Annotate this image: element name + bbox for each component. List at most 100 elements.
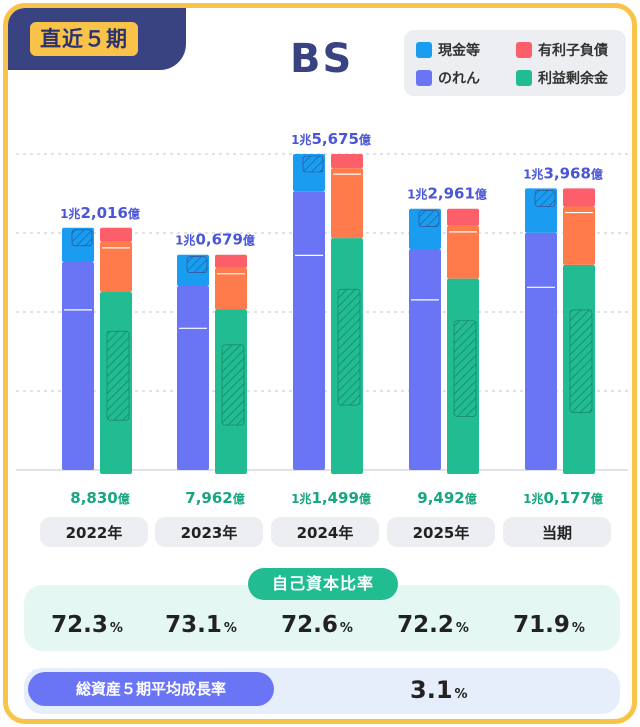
equity-ratio-2022: 72.3% [32,612,142,638]
total-assets-prefix: 1兆 [523,166,543,181]
retained-earnings-label: 7,962億 [185,489,244,507]
legend-swatch-cash [416,42,432,58]
bar-other-liabilities [447,225,479,279]
labels-layer: 1兆2,016億8,830億2022年1兆0,679億7,962億2023年1兆… [40,130,611,547]
retained-earnings-label: 1兆1,499億 [291,489,371,507]
category-label: 2023年 [181,524,238,542]
equity-ratio-2025: 72.2% [378,612,488,638]
retained-earnings-label: 1兆0,177億 [523,489,603,507]
growth-label: 総資産５期平均成長率 [28,672,274,706]
legend-swatch-goodwill [416,70,432,86]
total-assets-label: 1兆2,961億 [407,185,487,203]
category-label: 2022年 [66,524,123,542]
bar-cash-debt-hatch [186,256,208,274]
total-assets-number: 2,961 [427,185,474,203]
legend-swatch-retained [516,70,532,86]
bar-cash-debt-hatch [302,155,324,173]
category-pill [387,517,495,547]
bar-other-liabilities [331,168,363,239]
bar-retained-hatch [337,288,361,406]
equity-ratio-2024: 72.6% [262,612,372,638]
growth-value: 3.1% [410,676,468,704]
total-assets-label: 1兆5,675億 [291,130,371,148]
total-assets-number: 3,968 [543,164,590,182]
legend-label-goodwill: のれん [438,71,480,87]
legend-label-cash: 現金等 [438,43,480,59]
bar-interest-bearing-debt [100,227,132,242]
legend: 現金等 有利子負債 のれん 利益剰余金 [404,30,626,96]
equity-ratio-unit: % [455,621,469,636]
bar-interest-bearing-debt [563,188,595,207]
legend-item-cash: 現金等 [416,40,480,60]
legend-label-debt: 有利子負債 [538,43,608,59]
category-pill [155,517,263,547]
bars-layer [62,154,595,474]
bar-goodwill [177,285,209,470]
bar-retained-hatch [453,320,477,417]
category-label: 2025年 [413,524,470,542]
equity-ratio-unit: % [339,621,353,636]
chart-title: BS [290,36,354,82]
total-assets-prefix: 1兆 [175,233,195,248]
bar-cash-debt-hatch [71,229,93,247]
total-assets-unit: 億 [591,166,603,181]
total-assets-label: 1兆2,016億 [60,204,140,222]
bar-retained-hatch [106,330,130,421]
equity-ratio-value: 72.6 [281,612,338,638]
category-pill [271,517,379,547]
legend-item-debt: 有利子負債 [516,40,608,60]
bar-goodwill [62,262,94,470]
equity-ratio-value: 72.2 [397,612,454,638]
growth-number: 3.1 [410,676,453,704]
retained-number: 8,830 [70,489,117,507]
retained-unit: 億 [233,491,245,506]
total-assets-unit: 億 [128,206,140,221]
equity-ratio-value: 71.9 [513,612,570,638]
total-assets-label: 1兆3,968億 [523,164,603,182]
retained-earnings-label: 8,830億 [70,489,129,507]
period-ribbon: 直近５期 [8,8,186,70]
equity-ratio-unit: % [223,621,237,636]
bar-goodwill [525,232,557,470]
retained-number: 0,177 [543,489,590,507]
retained-unit: 億 [359,491,371,506]
legend-swatch-debt [516,42,532,58]
retained-prefix: 1兆 [291,491,311,506]
retained-unit: 億 [591,491,603,506]
equity-ratio-value: 73.1 [165,612,222,638]
retained-earnings-label: 9,492億 [417,489,476,507]
bs-chart: 1兆2,016億8,830億2022年1兆0,679億7,962億2023年1兆… [16,130,628,547]
equity-ratio-2023: 73.1% [146,612,256,638]
retained-number: 9,492 [417,489,464,507]
retained-prefix: 1兆 [523,491,543,506]
bar-other-liabilities [563,206,595,265]
total-assets-prefix: 1兆 [407,187,427,202]
bar-interest-bearing-debt [331,154,363,169]
retained-unit: 億 [465,491,477,506]
bar-cash-debt-hatch [534,190,556,207]
equity-ratio-value: 72.3 [51,612,108,638]
bar-other-liabilities [100,241,132,292]
total-assets-prefix: 1兆 [60,206,80,221]
bar-interest-bearing-debt [447,208,479,226]
bar-goodwill [409,249,441,470]
equity-ratio-title: 自己資本比率 [248,568,398,600]
equity-ratio-unit: % [109,621,123,636]
retained-number: 7,962 [185,489,232,507]
retained-number: 1,499 [311,489,358,507]
retained-unit: 億 [118,491,130,506]
total-assets-unit: 億 [243,233,255,248]
bar-retained-hatch [569,309,593,413]
total-assets-number: 2,016 [80,204,127,222]
category-label: 当期 [542,524,572,542]
bar-other-liabilities [215,267,247,310]
total-assets-label: 1兆0,679億 [175,231,255,249]
period-badge: 直近５期 [30,22,138,56]
category-label: 2024年 [297,524,354,542]
bar-interest-bearing-debt [215,254,247,268]
growth-unit: % [454,687,468,702]
category-pill [40,517,148,547]
total-assets-prefix: 1兆 [291,132,311,147]
bar-retained-hatch [221,344,245,426]
legend-item-goodwill: のれん [416,68,480,88]
